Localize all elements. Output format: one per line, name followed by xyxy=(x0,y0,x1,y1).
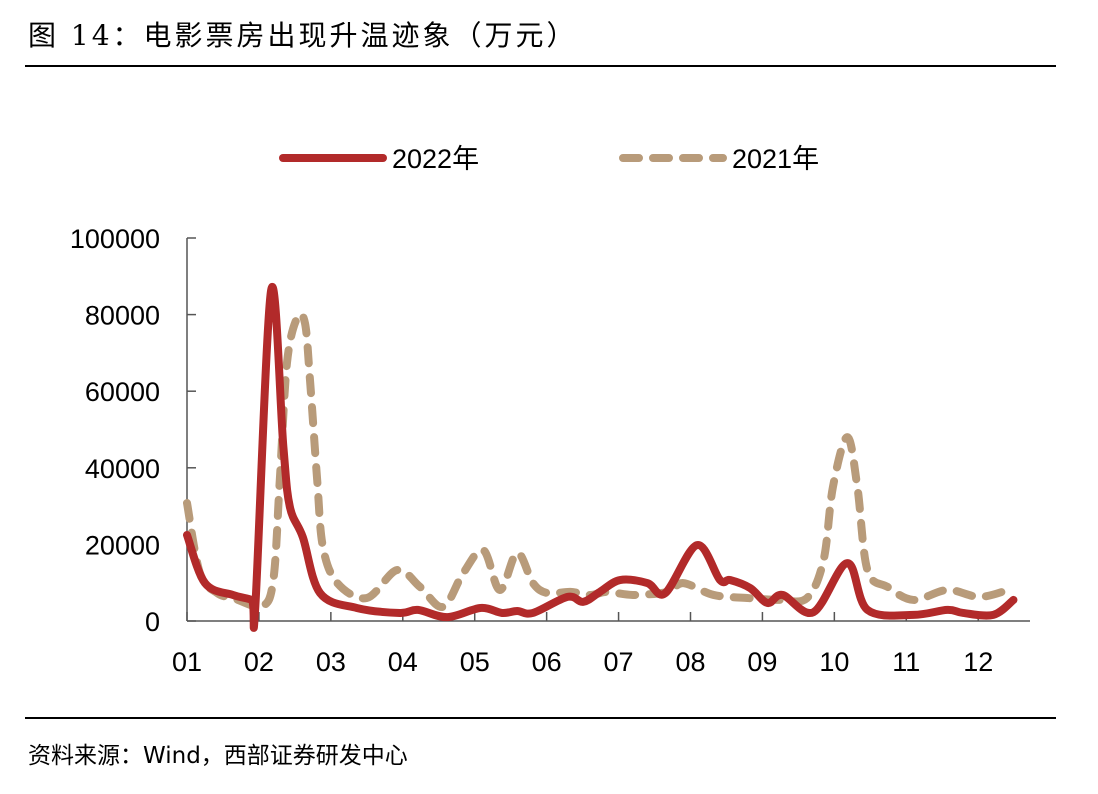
x-tick-label: 05 xyxy=(460,647,490,677)
legend-label: 2021年 xyxy=(732,144,819,174)
bottom-rule xyxy=(25,717,1056,719)
source-note: 资料来源：Wind，西部证券研发中心 xyxy=(28,743,408,769)
y-tick-label: 60000 xyxy=(85,377,160,407)
x-tick-label: 04 xyxy=(388,647,418,677)
series-line-2022年 xyxy=(183,283,1018,632)
x-tick-label: 08 xyxy=(675,647,705,677)
top-rule xyxy=(25,65,1056,67)
series-line-2021年 xyxy=(183,309,1018,611)
y-tick-label: 20000 xyxy=(85,530,160,560)
x-tick-label: 07 xyxy=(604,647,634,677)
x-tick-label: 03 xyxy=(316,647,346,677)
x-tick-label: 01 xyxy=(172,647,202,677)
x-tick-label: 11 xyxy=(892,647,920,677)
x-tick-label: 09 xyxy=(747,647,777,677)
x-tick-label: 12 xyxy=(963,647,993,677)
x-tick-label: 10 xyxy=(819,647,849,677)
y-tick-label: 40000 xyxy=(85,454,160,484)
x-tick-label: 06 xyxy=(532,647,562,677)
y-tick-label: 80000 xyxy=(85,301,160,331)
figure-title: 图 14：电影票房出现升温迹象（万元） xyxy=(28,19,578,52)
y-tick-label: 0 xyxy=(145,607,160,637)
y-tick-label: 100000 xyxy=(70,224,160,254)
x-tick-label: 02 xyxy=(244,647,274,677)
legend-label: 2022年 xyxy=(392,144,479,174)
